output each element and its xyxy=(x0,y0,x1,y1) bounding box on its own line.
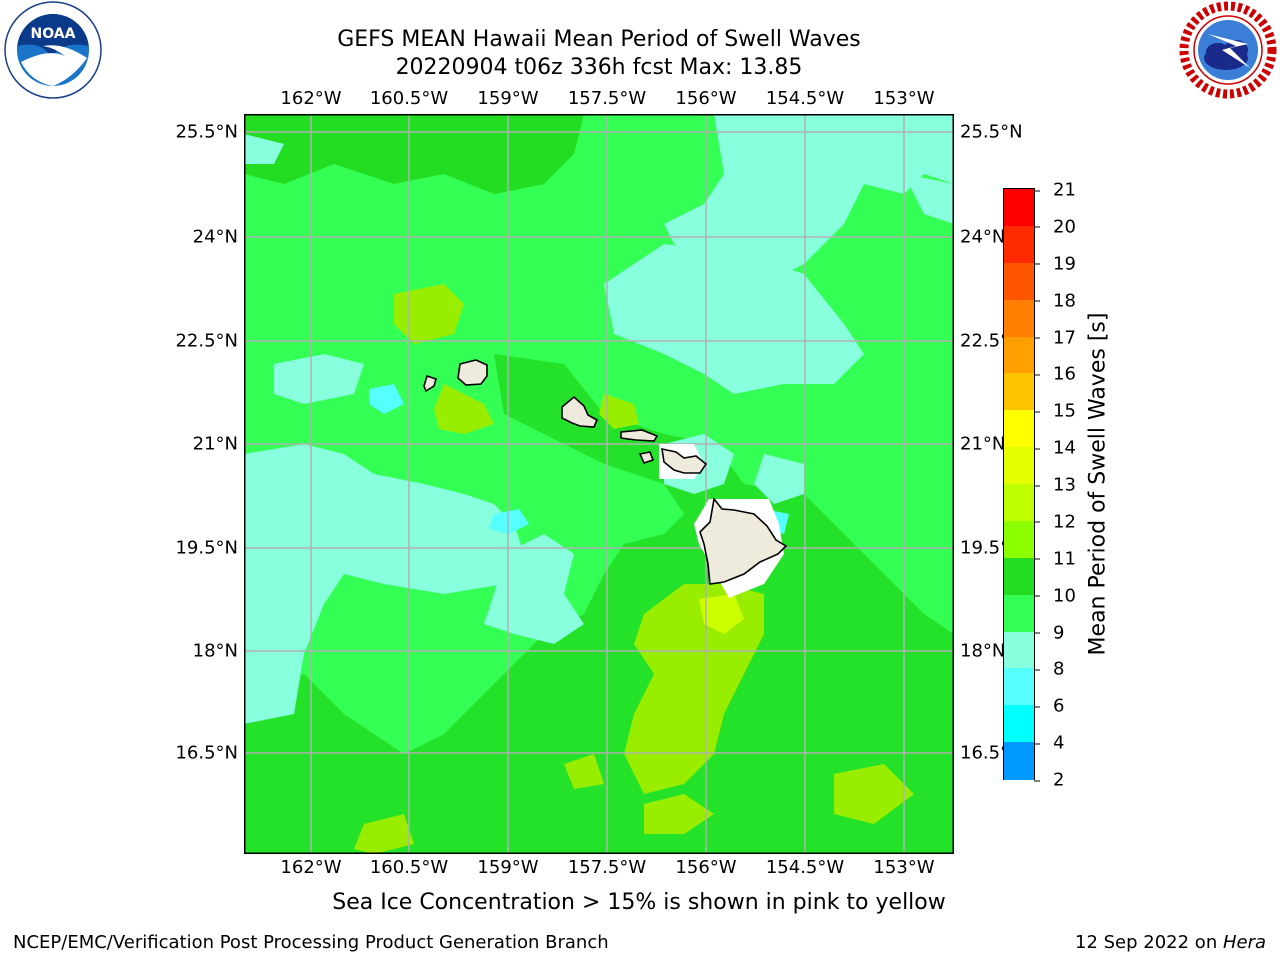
lat-tick-label: 18°N xyxy=(192,640,238,662)
island-lanai xyxy=(638,451,655,464)
colorbar-tick-label: 10 xyxy=(1034,585,1076,606)
footer-date: 12 Sep 2022 on Hera xyxy=(1075,932,1266,953)
lon-tick-label: 162°W xyxy=(280,857,342,878)
colorbar-tick-label: 20 xyxy=(1034,216,1076,237)
colorbar-segment xyxy=(1004,594,1034,632)
lon-tick-label: 159°W xyxy=(477,88,539,109)
colorbar-tick-label: 12 xyxy=(1034,511,1076,532)
lon-tick-label: 153°W xyxy=(873,857,935,878)
colorbar-segment xyxy=(1004,557,1034,596)
colorbar-segment xyxy=(1004,742,1034,780)
map-border xyxy=(244,114,954,854)
lat-tick-label: 21°N xyxy=(960,433,1006,455)
colorbar-segment xyxy=(1004,447,1034,485)
island-hawaii xyxy=(699,497,788,585)
colorbar-segment xyxy=(1004,484,1034,522)
colorbar-tick-label: 17 xyxy=(1034,327,1076,348)
island-molokai xyxy=(620,429,659,442)
map-grid xyxy=(244,114,954,854)
lat-tick-label: 22.5°N xyxy=(175,330,238,352)
lon-tick-label: 162°W xyxy=(280,88,342,109)
lon-tick-label: 153°W xyxy=(873,88,935,109)
caption: Sea Ice Concentration > 15% is shown in … xyxy=(332,890,946,915)
lat-tick-label: 25.5°N xyxy=(175,121,238,143)
colorbar-tick-label: 15 xyxy=(1034,401,1076,422)
colorbar-segment xyxy=(1004,520,1034,559)
chart-title: GEFS MEAN Hawaii Mean Period of Swell Wa… xyxy=(337,27,861,52)
colorbar-tick-label: 18 xyxy=(1034,290,1076,311)
lon-tick-label: 154.5°W xyxy=(765,857,845,878)
colorbar-tick-label: 19 xyxy=(1034,253,1076,274)
contour-9-10 xyxy=(244,114,954,724)
colorbar-tick-label: 16 xyxy=(1034,364,1076,385)
footer-machine: Hera xyxy=(1222,932,1266,953)
colorbar-tick-label: 13 xyxy=(1034,475,1076,496)
colorbar-tick-label: 14 xyxy=(1034,438,1076,459)
map-plot-area xyxy=(244,114,954,854)
colorbar-tick-label: 11 xyxy=(1034,548,1076,569)
colorbar-tick-label: 21 xyxy=(1034,180,1076,201)
colorbar-segment xyxy=(1004,299,1034,337)
hawaiian-islands xyxy=(423,359,788,585)
island-niihau xyxy=(423,374,437,393)
lon-tick-label: 156°W xyxy=(675,88,737,109)
colorbar-tick-label: 4 xyxy=(1033,733,1064,754)
colorbar-segment xyxy=(1004,225,1034,264)
colorbar-segment xyxy=(1004,336,1034,374)
contour-13-14 xyxy=(699,594,744,634)
island-oahu xyxy=(561,395,599,428)
lon-tick-label: 157.5°W xyxy=(567,88,647,109)
lon-tick-label: 159°W xyxy=(477,857,539,878)
lon-tick-label: 157.5°W xyxy=(567,857,647,878)
footer-date-text: 12 Sep 2022 on xyxy=(1075,932,1223,953)
colorbar-segment xyxy=(1004,668,1034,706)
colorbar-segment xyxy=(1004,189,1034,227)
lon-tick-label: 154.5°W xyxy=(765,88,845,109)
colorbar-segment xyxy=(1004,410,1034,448)
colorbar-segment xyxy=(1004,631,1034,669)
colorbar-label: Mean Period of Swell Waves [s] xyxy=(1085,312,1111,656)
island-kauai xyxy=(457,359,488,386)
lat-tick-label: 18°N xyxy=(960,640,1006,662)
noaa-logo-text: NOAA xyxy=(31,26,76,42)
colorbar-tick-label: 6 xyxy=(1033,696,1064,717)
island-maui xyxy=(661,447,708,474)
nws-logo xyxy=(1178,0,1278,100)
lon-tick-label: 160.5°W xyxy=(369,88,449,109)
lat-tick-label: 19.5°N xyxy=(175,537,238,559)
lat-tick-label: 25.5°N xyxy=(960,121,1023,143)
lat-tick-label: 24°N xyxy=(192,226,238,248)
contour-8-9 xyxy=(369,384,789,534)
colorbar-tick-label: 9 xyxy=(1033,622,1064,643)
contour-12-13 xyxy=(354,284,914,854)
footer-credit: NCEP/EMC/Verification Post Processing Pr… xyxy=(13,932,609,953)
colorbar-segment xyxy=(1004,262,1034,301)
colorbar xyxy=(1003,188,1035,780)
colorbar-tick-label: 8 xyxy=(1033,659,1064,680)
lat-tick-label: 16.5°N xyxy=(175,742,238,764)
lat-tick-label: 21°N xyxy=(192,433,238,455)
colorbar-segment xyxy=(1004,373,1034,411)
lat-tick-label: 24°N xyxy=(960,226,1006,248)
lon-tick-label: 160.5°W xyxy=(369,857,449,878)
chart-subtitle: 20220904 t06z 336h fcst Max: 13.85 xyxy=(395,55,803,80)
noaa-logo: NOAA xyxy=(3,0,103,100)
colorbar-segment xyxy=(1004,705,1034,743)
lon-tick-label: 156°W xyxy=(675,857,737,878)
colorbar-tick-label: 2 xyxy=(1033,770,1064,791)
